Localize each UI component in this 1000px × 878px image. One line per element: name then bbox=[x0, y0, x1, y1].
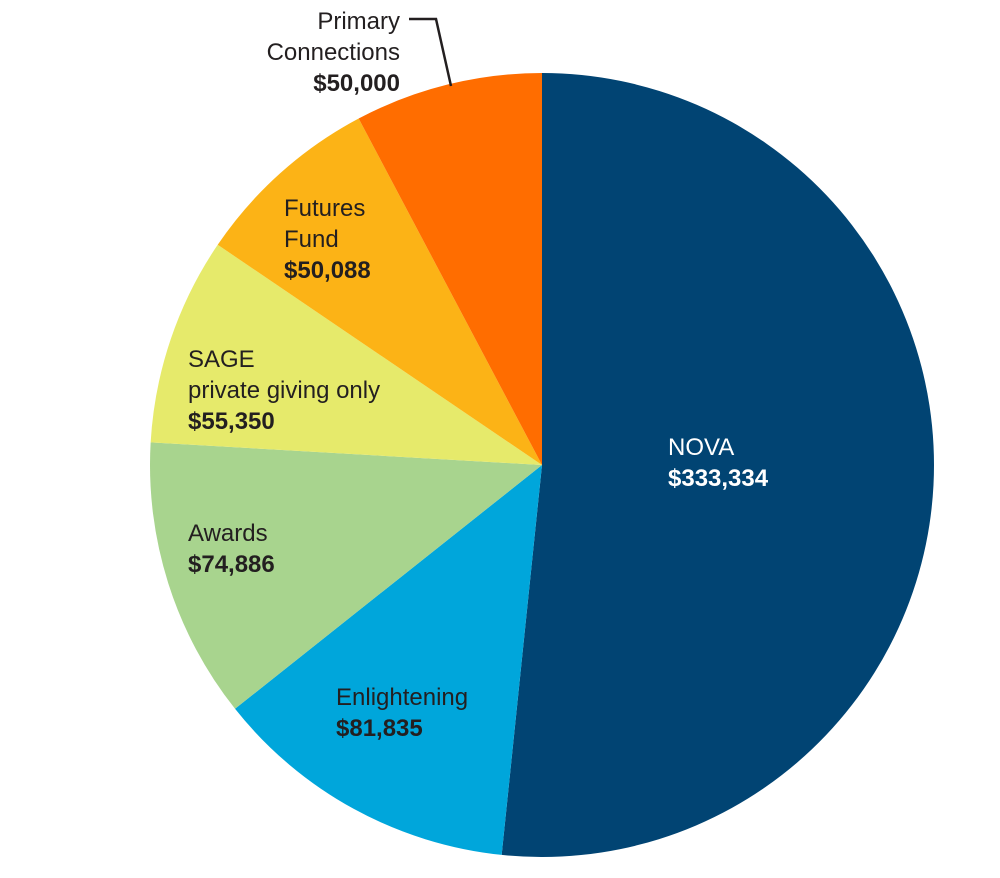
slice-value-label: $333,334 bbox=[668, 465, 769, 492]
slices-layer bbox=[149, 73, 934, 857]
pie-slice-awards bbox=[149, 442, 542, 709]
slice-label-futures-fund: Futures Fund $50,088 bbox=[284, 195, 371, 284]
slice-label-nova: NOVA $333,334 bbox=[668, 434, 769, 492]
pie-slice-futures-fund bbox=[217, 118, 542, 466]
slice-value-label: $74,886 bbox=[188, 551, 275, 578]
slice-value-label: $50,088 bbox=[284, 257, 371, 284]
slice-name-label: Connections bbox=[267, 39, 400, 66]
pie-slice-sage-private-giving-only bbox=[150, 244, 542, 465]
pie-slice-enlightening bbox=[235, 465, 542, 855]
pie-slice-primary-connections bbox=[358, 73, 542, 465]
slice-value-label: $81,835 bbox=[336, 715, 423, 742]
slice-name-label: Enlightening bbox=[336, 684, 468, 711]
slice-label-enlightening: Enlightening $81,835 bbox=[336, 684, 468, 742]
slice-name-label: Futures bbox=[284, 195, 365, 222]
slice-name-label: NOVA bbox=[668, 434, 734, 461]
pie-slice-nova bbox=[501, 73, 934, 857]
slice-name-label: Primary bbox=[317, 8, 400, 35]
slice-name-label: Awards bbox=[188, 520, 268, 547]
callout-leader-line bbox=[409, 17, 453, 87]
slice-label-sage-private-giving-only: SAGE private giving only $55,350 bbox=[188, 346, 380, 435]
slice-value-label: $55,350 bbox=[188, 408, 275, 435]
labels-layer: NOVA $333,334 Enlightening $81,835 Awards $74… bbox=[188, 8, 769, 742]
slice-label-primary-connections: Primary Connections $50,000 bbox=[267, 8, 400, 97]
slice-name-label: private giving only bbox=[188, 377, 380, 404]
slice-value-label: $50,000 bbox=[313, 70, 400, 97]
slice-name-label: Fund bbox=[284, 226, 339, 253]
slice-name-label: SAGE bbox=[188, 346, 255, 373]
slice-label-awards: Awards $74,886 bbox=[188, 520, 275, 578]
